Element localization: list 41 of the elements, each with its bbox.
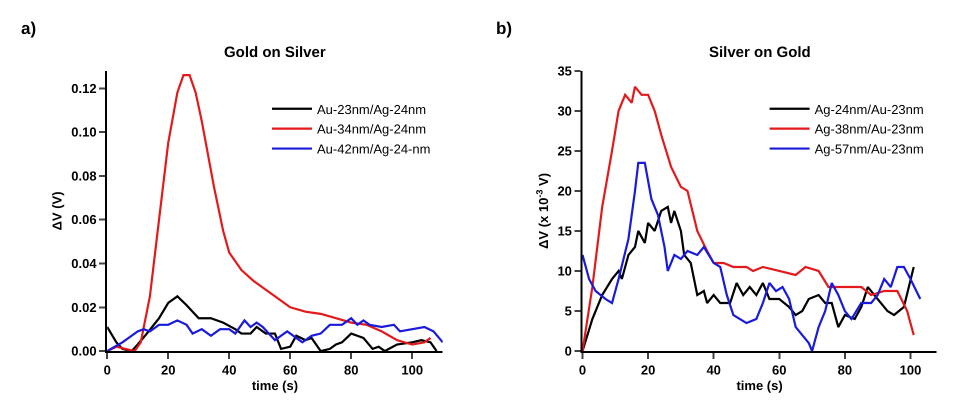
y-tick-label: 0 bbox=[564, 344, 572, 359]
x-axis-title: time (s) bbox=[736, 378, 783, 393]
legend-label: Ag-38nm/Au-23nm bbox=[814, 122, 924, 137]
x-axis-title: time (s) bbox=[252, 378, 298, 393]
x-tick-label: 40 bbox=[222, 362, 236, 378]
line-series bbox=[107, 74, 432, 352]
text: a) bbox=[21, 19, 36, 38]
text: b) bbox=[496, 19, 512, 38]
y-tick-label: 5 bbox=[564, 304, 572, 319]
legend-label: Au-42nm/Ag-24-nm bbox=[317, 142, 430, 157]
legend-label: Au-23nm/Ag-24nm bbox=[317, 102, 426, 117]
x-tick-label: 100 bbox=[401, 362, 424, 378]
y-tick-label: 0.00 bbox=[71, 344, 97, 359]
y-tick-label: 0.02 bbox=[71, 300, 97, 315]
y-tick-label: 35 bbox=[557, 63, 572, 78]
y-tick-label: 15 bbox=[557, 223, 572, 238]
legend-label: Ag-24nm/Au-23nm bbox=[814, 102, 924, 117]
x-tick-label: 60 bbox=[772, 362, 787, 378]
legend-label: Au-34nm/Ag-24nm bbox=[317, 122, 426, 137]
x-tick-label: 80 bbox=[838, 362, 852, 378]
x-tick-label: 0 bbox=[578, 362, 586, 378]
y-tick-label: 0.08 bbox=[71, 168, 97, 184]
chart-title: Silver on Gold bbox=[709, 44, 811, 61]
y-tick-label: 30 bbox=[557, 103, 572, 118]
y-tick-label: 20 bbox=[557, 183, 572, 198]
y-tick-label: 10 bbox=[557, 264, 572, 279]
x-tick-label: 20 bbox=[640, 362, 656, 378]
x-tick-label: 100 bbox=[900, 362, 922, 378]
x-tick-label: 60 bbox=[282, 362, 298, 378]
legend-label: Ag-57nm/Au-23nm bbox=[814, 142, 924, 157]
x-tick-label: 80 bbox=[344, 362, 358, 378]
x-tick-label: 20 bbox=[160, 362, 176, 378]
x-tick-label: 0 bbox=[104, 362, 111, 378]
y-tick-label: 0.10 bbox=[71, 124, 97, 140]
y-axis-title: ΔV (V) bbox=[50, 191, 65, 230]
chart-title: Gold on Silver bbox=[224, 44, 326, 61]
y-tick-label: 25 bbox=[557, 143, 572, 158]
y-tick-label: 0.06 bbox=[71, 212, 97, 228]
y-tick-label: 0.04 bbox=[71, 256, 98, 272]
x-tick-label: 40 bbox=[706, 362, 721, 378]
y-tick-label: 0.12 bbox=[71, 80, 97, 96]
